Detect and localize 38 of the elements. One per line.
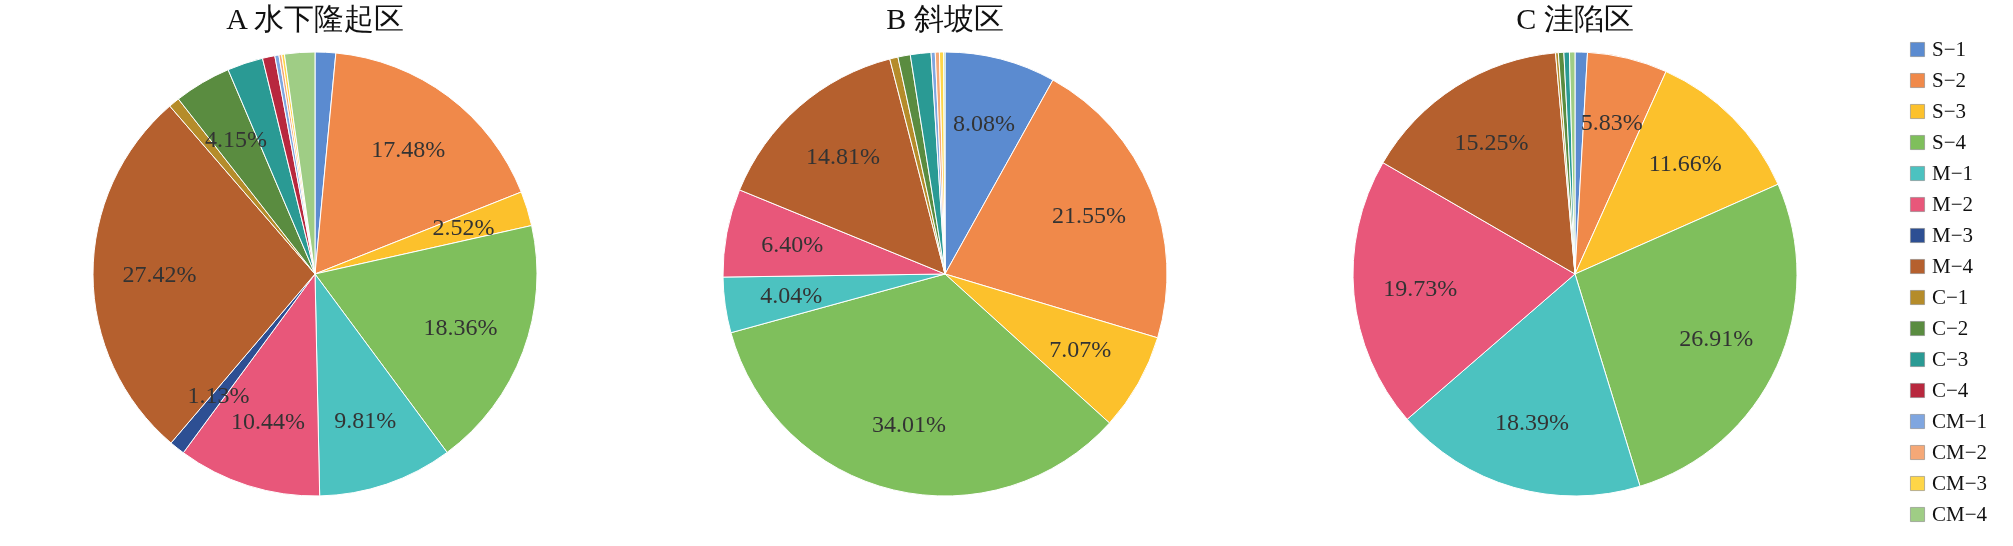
legend-label: S−2 [1932, 67, 1967, 92]
data-label: 6.40% [761, 231, 824, 258]
data-label: 26.91% [1679, 324, 1754, 351]
data-label: 18.36% [423, 314, 498, 341]
data-label: 7.07% [1049, 336, 1112, 363]
data-label: 21.55% [1051, 201, 1126, 228]
legend-label: C−1 [1932, 284, 1969, 309]
data-label: 11.66% [1648, 150, 1722, 177]
data-label: 27.42% [122, 260, 197, 287]
data-label: 19.73% [1383, 274, 1458, 301]
legend-label: C−2 [1932, 315, 1969, 340]
legend-label: S−3 [1932, 98, 1967, 123]
legend-label: C−4 [1932, 377, 1969, 402]
legend-label: S−1 [1932, 36, 1967, 61]
legend-label: M−2 [1932, 191, 1974, 216]
legend-label: CM−2 [1932, 439, 1988, 464]
data-label: 15.25% [1454, 128, 1529, 155]
data-label: 8.08% [953, 109, 1016, 136]
legend-label: CM−3 [1932, 470, 1988, 495]
legend-label: CM−4 [1932, 501, 1988, 526]
data-label: 9.81% [334, 407, 397, 434]
data-label: 4.04% [760, 281, 823, 308]
legend-label: C−3 [1932, 346, 1969, 371]
legend-label: M−3 [1932, 222, 1974, 247]
slice-label: A 水下隆起区 [226, 2, 404, 35]
data-label: 2.52% [432, 214, 495, 241]
data-label: 34.01% [871, 411, 946, 438]
data-label: 14.81% [805, 142, 880, 169]
data-label: 1.13% [187, 381, 250, 408]
data-label: 18.39% [1495, 409, 1570, 436]
legend-label: M−4 [1932, 253, 1974, 278]
data-label: 10.44% [231, 408, 306, 435]
slice-label: C 洼陷区 [1516, 2, 1634, 35]
legend-label: CM−1 [1932, 408, 1988, 433]
legend-label: S−4 [1932, 129, 1967, 154]
slice-label: B 斜坡区 [886, 2, 1004, 35]
data-label: 17.48% [371, 135, 446, 162]
legend-label: M−1 [1932, 160, 1974, 185]
